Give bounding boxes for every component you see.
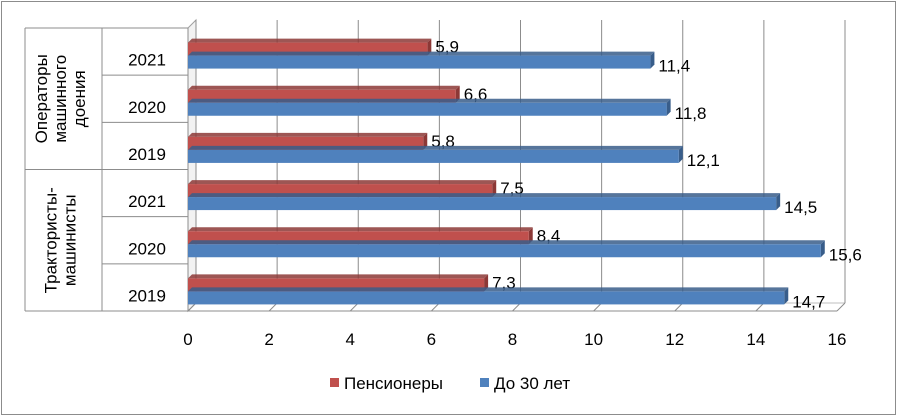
bar-top xyxy=(188,38,432,43)
bar-end xyxy=(820,240,825,258)
bar-end xyxy=(784,287,789,305)
category-label: 2019 xyxy=(128,286,166,305)
bar-end xyxy=(427,38,432,56)
bar-end xyxy=(528,227,533,245)
legend-swatch xyxy=(480,378,489,387)
bar-end xyxy=(492,180,497,198)
bar-end xyxy=(776,193,781,211)
bar-top xyxy=(188,193,781,198)
x-tick-label: 4 xyxy=(346,330,355,349)
bar-top xyxy=(188,287,789,292)
bar xyxy=(188,197,777,211)
bar xyxy=(188,102,667,116)
bar-top xyxy=(188,145,683,150)
bar-top xyxy=(188,180,497,185)
bar xyxy=(188,291,785,305)
category-label: 2019 xyxy=(128,145,166,164)
bar-top xyxy=(188,98,671,103)
group-label: Операторымашинногодоения xyxy=(32,54,89,143)
bar xyxy=(188,149,679,163)
category-label: 2021 xyxy=(128,51,166,70)
bar-top xyxy=(188,274,489,279)
category-label: 2020 xyxy=(128,98,166,117)
data-label: 15,6 xyxy=(829,245,862,264)
data-label: 11,4 xyxy=(658,57,690,76)
bar-top xyxy=(188,240,825,245)
bar xyxy=(188,244,821,258)
legend-swatch xyxy=(330,378,339,387)
x-tick-label: 12 xyxy=(665,330,684,349)
bar-end xyxy=(484,274,489,292)
category-label: 2021 xyxy=(128,192,166,211)
group-label-line: Трактористы- xyxy=(42,187,61,293)
bar-top xyxy=(188,51,655,56)
data-label: 14,7 xyxy=(792,292,825,311)
x-tick-label: 16 xyxy=(828,330,847,349)
bar-end xyxy=(423,132,428,150)
group-label: Трактористы-машинисты xyxy=(42,187,80,293)
bar-end xyxy=(678,145,683,163)
bar-top xyxy=(188,227,533,232)
group-label-line: машинисты xyxy=(61,194,80,286)
bar xyxy=(188,55,651,69)
data-label: 11,8 xyxy=(675,104,707,123)
x-tick-label: 6 xyxy=(427,330,436,349)
bar-end xyxy=(666,98,671,116)
data-label: 14,5 xyxy=(784,198,817,217)
bar-end xyxy=(455,85,460,103)
legend-label: Пенсионеры xyxy=(344,374,443,393)
group-label-line: доения xyxy=(70,70,89,127)
group-label-line: Операторы xyxy=(32,54,51,143)
bar-end xyxy=(650,51,655,69)
category-label: 2020 xyxy=(128,239,166,258)
x-tick-label: 8 xyxy=(508,330,517,349)
legend-label: До 30 лет xyxy=(494,374,570,393)
gridline-floor xyxy=(836,302,846,312)
data-label: 12,1 xyxy=(687,151,720,170)
bar-top xyxy=(188,85,460,90)
x-tick-label: 10 xyxy=(584,330,603,349)
bar-top xyxy=(188,132,428,137)
x-tick-label: 2 xyxy=(264,330,273,349)
x-tick-label: 14 xyxy=(746,330,765,349)
group-label-line: машинного xyxy=(51,55,70,143)
x-tick-label: 0 xyxy=(183,330,192,349)
